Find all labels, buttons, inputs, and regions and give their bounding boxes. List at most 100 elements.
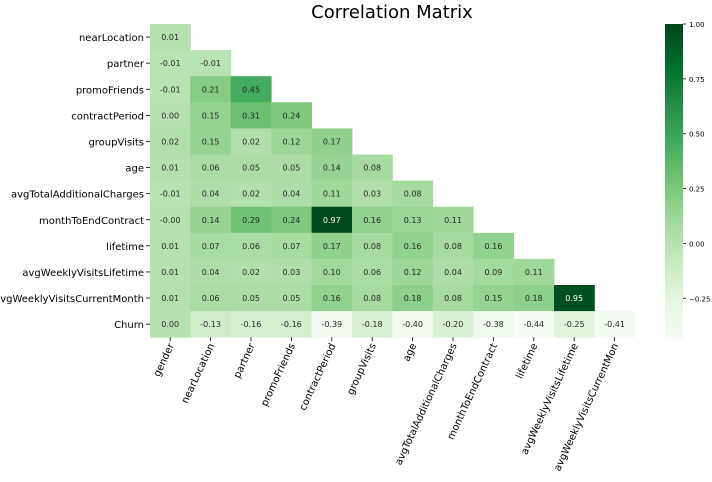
row-label: nearLocation bbox=[79, 33, 144, 44]
heatmap-cell bbox=[311, 128, 353, 155]
cell-value-label: -0.00 bbox=[160, 216, 181, 225]
heatmap-cell bbox=[190, 128, 232, 155]
cell-value-label: -0.01 bbox=[160, 190, 181, 199]
cell-value-label: 0.29 bbox=[242, 216, 260, 225]
heatmap-cell bbox=[352, 311, 393, 338]
cell-value-label: 0.15 bbox=[484, 294, 502, 303]
cell-value-label: 0.13 bbox=[404, 216, 422, 225]
heatmap-cell bbox=[473, 258, 514, 286]
cell-value-label: 0.08 bbox=[363, 242, 381, 251]
column-label: nearLocation bbox=[180, 342, 217, 406]
cell-value-label: 0.15 bbox=[202, 137, 220, 146]
cell-value-label: 0.04 bbox=[444, 268, 462, 277]
heatmap-cell bbox=[432, 232, 474, 260]
cell-value-label: 0.05 bbox=[242, 164, 260, 173]
heatmap-cell bbox=[190, 154, 232, 181]
heatmap-cell bbox=[271, 311, 312, 338]
heatmap-cell bbox=[392, 232, 434, 260]
heatmap-cell bbox=[150, 285, 191, 312]
row-label: groupVisits bbox=[88, 137, 144, 148]
heatmap-cell bbox=[554, 311, 595, 338]
row-label: lifetime bbox=[106, 242, 144, 253]
row-label: avgWeeklyVisitsCurrentMonth bbox=[0, 294, 144, 305]
heatmap-cell bbox=[473, 311, 514, 338]
cell-value-label: 0.06 bbox=[202, 164, 220, 173]
cell-value-label: 0.01 bbox=[161, 294, 179, 303]
cell-value-label: 0.03 bbox=[282, 268, 300, 277]
row-label: promoFriends bbox=[76, 85, 144, 96]
cell-value-label: -0.01 bbox=[160, 59, 181, 68]
cell-value-label: 0.24 bbox=[282, 111, 300, 120]
cell-value-label: 0.08 bbox=[444, 294, 462, 303]
heatmap-cell bbox=[230, 180, 272, 208]
heatmap-cell bbox=[190, 76, 232, 103]
cell-value-label: -0.13 bbox=[200, 320, 221, 329]
heatmap-cell bbox=[150, 50, 191, 77]
heatmap-cell bbox=[271, 206, 312, 234]
heatmap-cell bbox=[352, 232, 393, 260]
heatmap-cell bbox=[311, 285, 353, 312]
heatmap-cell bbox=[513, 285, 555, 312]
cell-value-label: -0.25 bbox=[564, 320, 585, 329]
cell-value-label: 0.18 bbox=[404, 294, 422, 303]
heatmap-cell bbox=[230, 102, 272, 129]
cell-value-label: 0.18 bbox=[525, 294, 543, 303]
heatmap-cell bbox=[392, 311, 434, 338]
cell-value-label: 0.11 bbox=[444, 216, 462, 225]
heatmap-cell bbox=[311, 180, 353, 208]
cell-value-label: -0.41 bbox=[604, 320, 625, 329]
colorbar-tick-label: 0.50 bbox=[689, 131, 705, 139]
cell-value-label: -0.18 bbox=[362, 320, 383, 329]
cell-value-label: 0.16 bbox=[323, 294, 341, 303]
heatmap-cell bbox=[190, 285, 232, 312]
heatmap-cell bbox=[352, 180, 393, 208]
heatmap-cell bbox=[473, 285, 514, 312]
heatmap-cell bbox=[594, 311, 636, 338]
heatmap-cell bbox=[230, 154, 272, 181]
heatmap-cell bbox=[190, 102, 232, 129]
heatmap-cell bbox=[392, 206, 434, 234]
heatmap-cell bbox=[271, 154, 312, 181]
heatmap-cell bbox=[150, 102, 191, 129]
cell-value-label: 0.17 bbox=[323, 242, 341, 251]
cell-value-label: 0.02 bbox=[161, 137, 179, 146]
row-label: monthToEndContract bbox=[39, 216, 144, 227]
cell-value-label: 0.04 bbox=[282, 190, 300, 199]
cell-value-label: 0.01 bbox=[161, 164, 179, 173]
cell-value-label: -0.38 bbox=[483, 320, 504, 329]
heatmap-cell bbox=[513, 258, 555, 286]
heatmap-cell bbox=[230, 311, 272, 338]
cell-value-label: 0.07 bbox=[202, 242, 220, 251]
column-label: lifetime bbox=[515, 342, 541, 381]
heatmap-cell bbox=[392, 180, 434, 208]
cell-value-label: 0.12 bbox=[282, 137, 300, 146]
colorbar-tick-label: 0.25 bbox=[689, 186, 705, 194]
cell-value-label: 0.95 bbox=[565, 294, 583, 303]
heatmap-cell bbox=[311, 258, 353, 286]
heatmap-cell bbox=[150, 154, 191, 181]
heatmap-cell bbox=[150, 206, 191, 234]
cell-value-label: 0.05 bbox=[282, 164, 300, 173]
cell-value-label: 0.45 bbox=[242, 85, 260, 94]
cell-value-label: 0.06 bbox=[202, 294, 220, 303]
heatmap-cell bbox=[311, 311, 353, 338]
heatmap-cell bbox=[230, 128, 272, 155]
cell-value-label: -0.20 bbox=[443, 320, 464, 329]
cell-value-label: -0.16 bbox=[281, 320, 302, 329]
heatmap-cell bbox=[150, 232, 191, 260]
cell-value-label: 0.05 bbox=[282, 294, 300, 303]
heatmap-cell bbox=[352, 285, 393, 312]
heatmap-cell bbox=[190, 258, 232, 286]
heatmap-cell bbox=[473, 232, 514, 260]
cell-value-label: 0.09 bbox=[484, 268, 502, 277]
heatmap-cell bbox=[230, 232, 272, 260]
colorbar bbox=[665, 24, 683, 340]
cell-value-label: 0.14 bbox=[202, 216, 220, 225]
heatmap-cell bbox=[230, 285, 272, 312]
column-label: contractPeriod bbox=[298, 342, 339, 413]
column-label: gender bbox=[152, 341, 177, 379]
cell-value-label: 0.08 bbox=[444, 242, 462, 251]
heatmap-cell bbox=[150, 76, 191, 103]
heatmap-cell bbox=[271, 285, 312, 312]
